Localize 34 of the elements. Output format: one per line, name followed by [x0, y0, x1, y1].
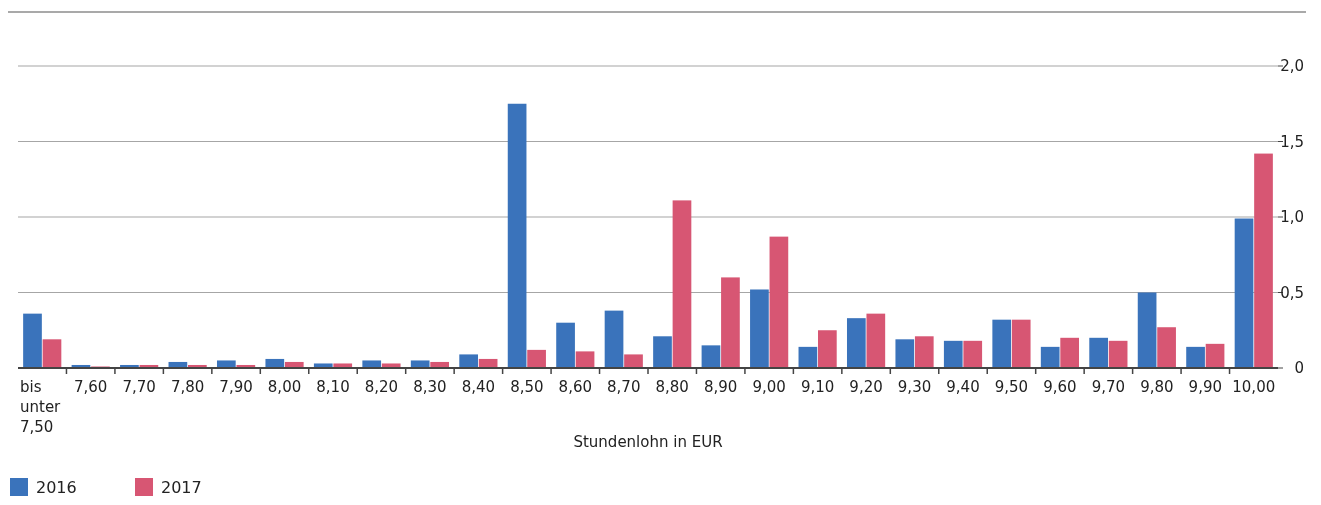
x-tick-label: 9,20 [849, 378, 883, 396]
x-tick-label: 9,50 [994, 378, 1029, 396]
x-tick-label: 7,60 [73, 378, 108, 396]
x-tick-label: 7,80 [170, 378, 205, 396]
y-tick-label: 0,5 [1280, 283, 1304, 302]
x-tick-label: 9,30 [897, 378, 932, 396]
y-tick-label: 1,0 [1280, 208, 1304, 227]
x-tick-label: 8,30 [413, 378, 447, 396]
x-tick-label: 8,90 [703, 378, 738, 396]
x-axis-title: Stundenlohn in EUR [573, 433, 723, 451]
x-tick-label: 9,10 [800, 378, 835, 396]
x-tick-label: 8,10 [316, 378, 350, 396]
x-tick-label: 8,80 [655, 378, 689, 396]
x-tick-label: 7,70 [122, 378, 156, 396]
x-tick-label: 7,90 [219, 378, 253, 396]
y-tick-label: 0 [1294, 359, 1304, 378]
x-tick-label: 8,00 [267, 378, 302, 396]
x-tick-label: 8,70 [607, 378, 641, 396]
legend-label: 2017 [161, 477, 202, 497]
x-tick-label: 8,40 [461, 378, 496, 396]
x-tick-label: 10,00 [1232, 378, 1276, 396]
x-tick-label: 9,70 [1091, 378, 1126, 396]
x-tick-label: 9,60 [1043, 378, 1077, 396]
x-tick-label: bis unter 7,50 [20, 378, 62, 436]
x-tick-label: 8,20 [364, 378, 399, 396]
legend-label: 2016 [36, 477, 77, 497]
y-tick-label: 1,5 [1280, 132, 1304, 151]
x-tick-label: 8,50 [510, 378, 544, 396]
x-tick-label: 9,80 [1140, 378, 1174, 396]
x-tick-label: 9,00 [752, 378, 786, 396]
x-tick-label: 8,60 [558, 378, 593, 396]
y-tick-label: 2,0 [1280, 57, 1304, 76]
x-tick-label: 9,40 [946, 378, 980, 396]
x-tick-label: 9,90 [1188, 378, 1223, 396]
